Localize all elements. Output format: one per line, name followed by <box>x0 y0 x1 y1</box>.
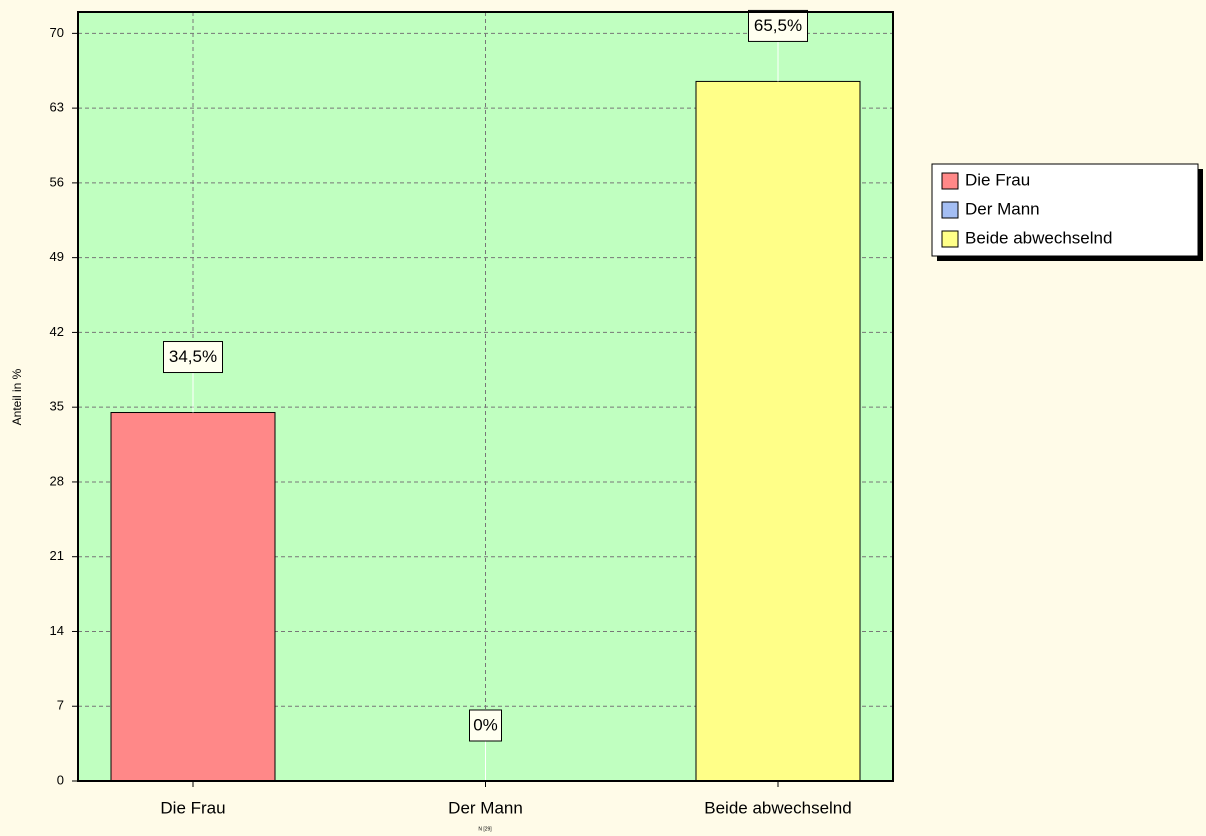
y-tick-label: 63 <box>50 100 64 115</box>
y-tick-label: 49 <box>50 249 64 264</box>
plot-border <box>77 11 894 782</box>
y-tick-label: 0 <box>57 772 64 787</box>
x-tick-label: Beide abwechselnd <box>704 798 851 817</box>
y-tick-label: 56 <box>50 174 64 189</box>
y-tick-label: 21 <box>50 548 64 563</box>
y-axis-label: Anteil in % <box>10 368 24 425</box>
y-tick-label: 7 <box>57 698 64 713</box>
legend-label: Der Mann <box>965 199 1040 218</box>
y-tick-label: 42 <box>50 324 64 339</box>
label-box <box>163 341 223 374</box>
y-tick-label: 70 <box>50 25 64 40</box>
data-label: 65,5% <box>754 16 802 35</box>
legend <box>931 163 1199 257</box>
x-tick-label: Die Frau <box>160 798 225 817</box>
y-tick-label: 35 <box>50 399 64 414</box>
legend-swatch <box>941 201 959 219</box>
note: N [29] <box>478 826 492 832</box>
legend-label: Beide abwechselnd <box>965 228 1112 247</box>
legend-swatch <box>941 230 959 248</box>
bar <box>110 412 276 782</box>
y-tick-label: 14 <box>50 623 64 638</box>
y-tick-label: 28 <box>50 473 64 488</box>
legend-swatch <box>941 172 959 190</box>
label-box <box>469 709 502 742</box>
legend-label: Die Frau <box>965 170 1030 189</box>
label-box <box>748 9 808 42</box>
data-label: 34,5% <box>169 347 217 366</box>
data-label: 0% <box>473 715 498 734</box>
bar <box>695 80 861 782</box>
x-tick-label: Der Mann <box>448 798 523 817</box>
